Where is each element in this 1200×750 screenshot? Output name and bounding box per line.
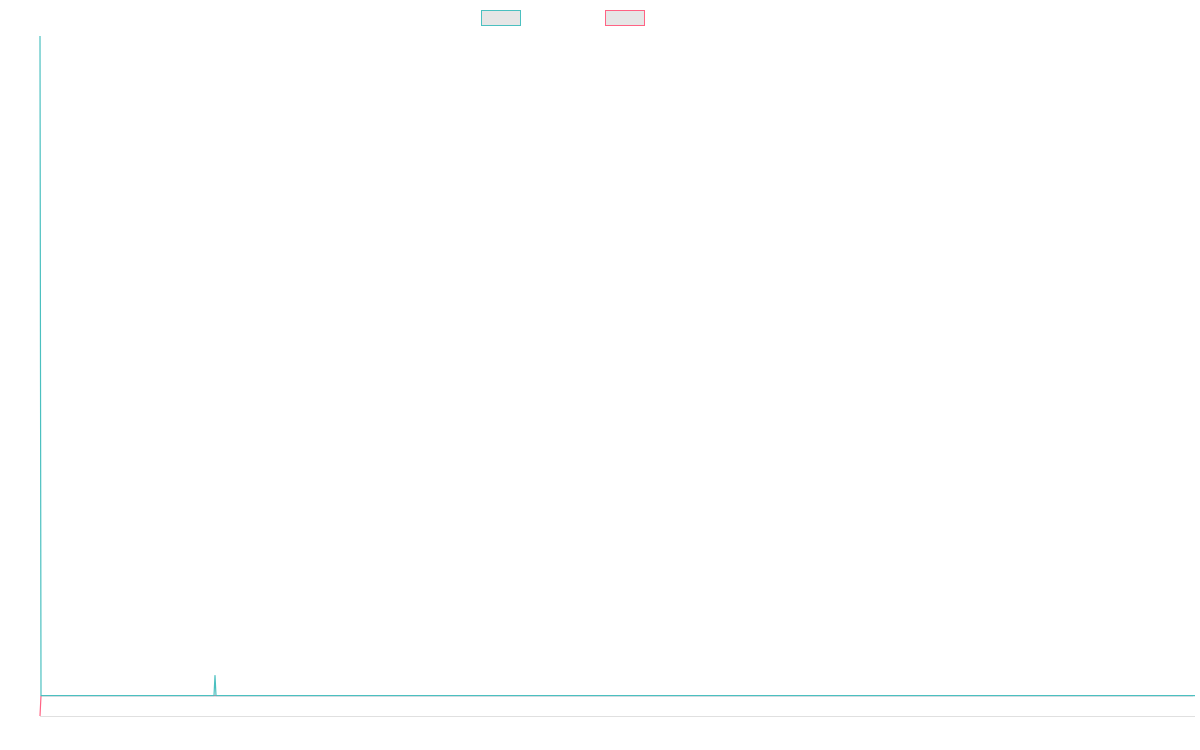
legend-swatch-1[interactable] bbox=[605, 10, 645, 26]
series-line-1 bbox=[39, 695, 1193, 717]
legend bbox=[481, 10, 645, 26]
series-line-0 bbox=[39, 35, 1195, 697]
legend-swatch-0[interactable] bbox=[481, 10, 521, 26]
series-layer bbox=[39, 35, 1195, 717]
